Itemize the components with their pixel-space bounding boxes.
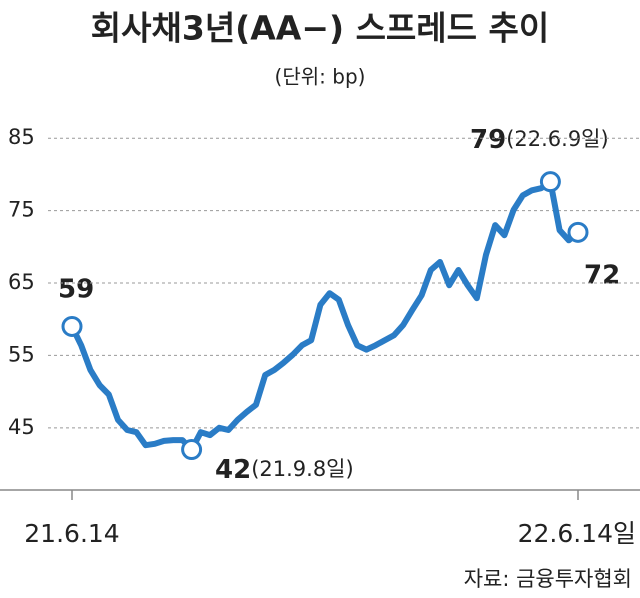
y-tick-label: 45 <box>8 415 35 439</box>
y-tick-label: 75 <box>8 198 35 222</box>
annotation-date: (21.9.8일) <box>251 457 354 481</box>
annotation: 59 <box>58 275 94 305</box>
x-tick-label: 22.6.14일 <box>518 519 636 548</box>
highlight-point <box>567 221 589 243</box>
annotation: 79(22.6.9일) <box>470 125 609 155</box>
annotation-value: 79 <box>470 125 506 155</box>
chart-title: 회사채3년(AA−) 스프레드 추이 <box>91 9 549 48</box>
annotation-value: 42 <box>215 455 251 485</box>
chart-subtitle: (단위: bp) <box>275 65 366 89</box>
y-tick-label: 85 <box>8 125 35 149</box>
series-line <box>69 178 581 453</box>
highlight-point <box>61 315 83 337</box>
x-tick-label: 21.6.14 <box>24 519 119 548</box>
annotation: 72 <box>584 261 620 291</box>
annotation: 42(21.9.8일) <box>215 455 354 485</box>
highlight-point <box>181 439 203 461</box>
y-tick-label: 65 <box>8 270 35 294</box>
highlight-point <box>539 171 561 193</box>
source: 자료: 금융투자협회 <box>464 567 632 591</box>
y-tick-label: 55 <box>8 342 35 366</box>
annotation-date: (22.6.9일) <box>506 127 609 151</box>
